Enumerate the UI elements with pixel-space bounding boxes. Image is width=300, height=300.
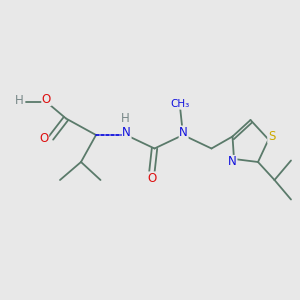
Text: N: N: [228, 155, 237, 169]
Text: H: H: [15, 94, 24, 107]
Text: H: H: [121, 112, 130, 125]
Text: N: N: [122, 125, 131, 139]
Text: S: S: [268, 130, 275, 143]
Text: O: O: [42, 92, 51, 106]
Text: O: O: [39, 131, 49, 145]
Text: CH₃: CH₃: [170, 99, 190, 109]
Text: O: O: [147, 172, 156, 185]
Text: N: N: [179, 126, 188, 139]
